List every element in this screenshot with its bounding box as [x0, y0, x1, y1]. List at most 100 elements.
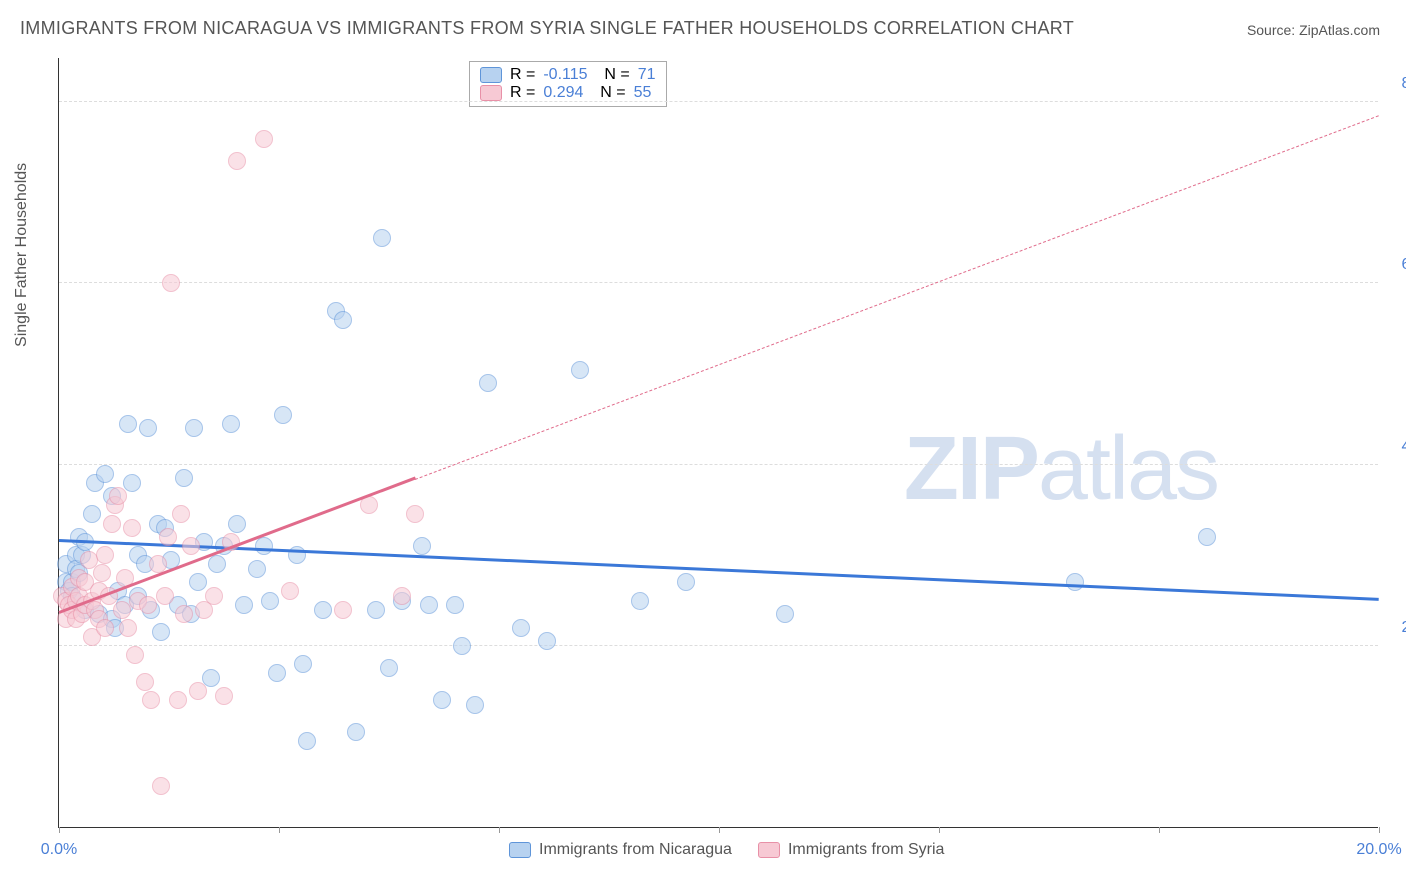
data-point	[255, 130, 273, 148]
data-point	[83, 505, 101, 523]
legend-swatch	[480, 85, 502, 101]
data-point	[571, 361, 589, 379]
data-point	[420, 596, 438, 614]
data-point	[109, 487, 127, 505]
data-point	[222, 415, 240, 433]
data-point	[189, 573, 207, 591]
data-point	[93, 564, 111, 582]
data-point	[172, 505, 190, 523]
data-point	[185, 419, 203, 437]
data-point	[406, 505, 424, 523]
gridline	[59, 464, 1378, 465]
legend-stat-row: R = -0.115 N = 71	[480, 66, 656, 84]
x-tick	[719, 827, 720, 833]
y-axis-label: Single Father Households	[13, 163, 31, 347]
legend-item: Immigrants from Nicaragua	[509, 841, 732, 859]
data-point	[169, 691, 187, 709]
data-point	[215, 687, 233, 705]
data-point	[314, 601, 332, 619]
data-point	[446, 596, 464, 614]
y-tick-label: 4.0%	[1402, 438, 1406, 456]
watermark-atlas: atlas	[1038, 419, 1218, 519]
data-point	[512, 619, 530, 637]
data-point	[380, 659, 398, 677]
data-point	[123, 474, 141, 492]
data-point	[334, 311, 352, 329]
data-point	[776, 605, 794, 623]
legend-n-value: 71	[638, 66, 656, 84]
legend-swatch	[509, 842, 531, 858]
data-point	[433, 691, 451, 709]
x-tick	[939, 827, 940, 833]
x-tick	[279, 827, 280, 833]
gridline	[59, 645, 1378, 646]
data-point	[139, 596, 157, 614]
gridline	[59, 282, 1378, 283]
legend-n-label: N =	[596, 66, 630, 84]
data-point	[152, 623, 170, 641]
data-point	[136, 673, 154, 691]
legend-swatch	[758, 842, 780, 858]
data-point	[182, 537, 200, 555]
data-point	[281, 582, 299, 600]
legend-n-value: 55	[634, 84, 652, 102]
data-point	[373, 229, 391, 247]
x-tick	[1159, 827, 1160, 833]
data-point	[103, 515, 121, 533]
legend-stats-box: R = -0.115 N = 71R = 0.294 N = 55	[469, 61, 667, 107]
data-point	[208, 555, 226, 573]
plot-area: ZIPatlas R = -0.115 N = 71R = 0.294 N = …	[58, 58, 1378, 828]
x-tick	[59, 827, 60, 833]
data-point	[479, 374, 497, 392]
data-point	[274, 406, 292, 424]
x-tick	[499, 827, 500, 833]
data-point	[334, 601, 352, 619]
y-tick-label: 2.0%	[1402, 619, 1406, 637]
data-point	[96, 619, 114, 637]
trend-line	[415, 115, 1379, 480]
data-point	[126, 646, 144, 664]
data-point	[156, 587, 174, 605]
data-point	[139, 419, 157, 437]
data-point	[205, 587, 223, 605]
x-tick-label: 20.0%	[1356, 841, 1401, 859]
data-point	[255, 537, 273, 555]
source-label: Source: ZipAtlas.com	[1247, 22, 1380, 38]
data-point	[142, 691, 160, 709]
data-point	[631, 592, 649, 610]
data-point	[538, 632, 556, 650]
data-point	[159, 528, 177, 546]
x-tick-label: 0.0%	[41, 841, 77, 859]
data-point	[677, 573, 695, 591]
legend-swatch	[480, 67, 502, 83]
data-point	[294, 655, 312, 673]
data-point	[113, 601, 131, 619]
data-point	[123, 519, 141, 537]
legend-r-label: R =	[510, 84, 535, 102]
data-point	[162, 274, 180, 292]
x-tick	[1379, 827, 1380, 833]
data-point	[189, 682, 207, 700]
data-point	[119, 619, 137, 637]
data-point	[202, 669, 220, 687]
correlation-chart: IMMIGRANTS FROM NICARAGUA VS IMMIGRANTS …	[0, 0, 1406, 892]
data-point	[466, 696, 484, 714]
legend-r-value: -0.115	[543, 66, 587, 84]
data-point	[1198, 528, 1216, 546]
data-point	[96, 465, 114, 483]
data-point	[367, 601, 385, 619]
data-point	[1066, 573, 1084, 591]
data-point	[119, 415, 137, 433]
legend-bottom: Immigrants from NicaraguaImmigrants from…	[509, 841, 944, 859]
y-tick-label: 8.0%	[1402, 75, 1406, 93]
data-point	[175, 605, 193, 623]
legend-r-value: 0.294	[543, 84, 583, 102]
data-point	[248, 560, 266, 578]
data-point	[228, 152, 246, 170]
gridline	[59, 101, 1378, 102]
data-point	[228, 515, 246, 533]
data-point	[235, 596, 253, 614]
data-point	[393, 587, 411, 605]
data-point	[298, 732, 316, 750]
watermark: ZIPatlas	[904, 418, 1218, 521]
